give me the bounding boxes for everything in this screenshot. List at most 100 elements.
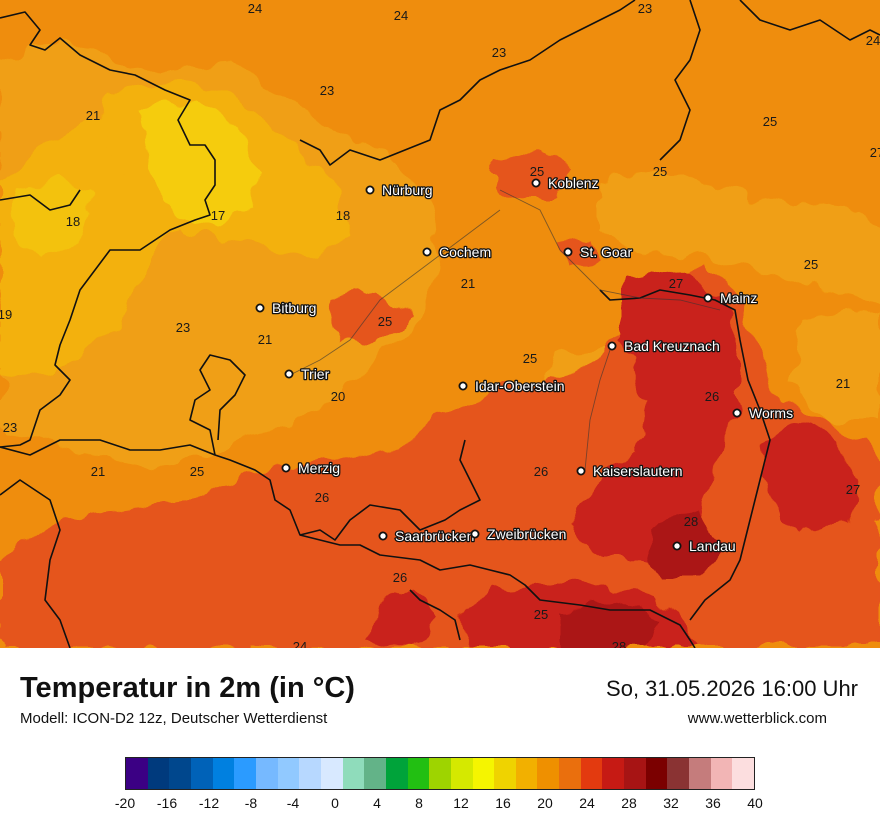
- color-scale-segment: [494, 758, 516, 789]
- city-dot: [563, 247, 573, 257]
- temperature-value-label: 23: [638, 1, 652, 16]
- city-marker: Koblenz: [531, 174, 600, 192]
- temperature-value-label: 24: [248, 1, 262, 16]
- field-27-29: [570, 270, 740, 560]
- field-29-31: [645, 510, 720, 580]
- color-scale-tick-label: -4: [286, 795, 300, 811]
- color-scale-tick-label: -8: [244, 795, 258, 811]
- city-label: Zweibrücken: [487, 526, 566, 542]
- forecast-datetime: So, 31.05.2026 16:00 Uhr: [606, 676, 858, 701]
- temperature-value-label: 26: [315, 490, 329, 505]
- website-link[interactable]: www.wetterblick.com: [687, 710, 827, 727]
- city-dot: [365, 185, 375, 195]
- state-border: [299, 439, 481, 541]
- color-scale-tick-label: 36: [705, 795, 721, 811]
- temperature-value-label: 20: [331, 389, 345, 404]
- state-border: [659, 0, 701, 161]
- field-25-27: [560, 235, 600, 270]
- city-label: Cochem: [439, 244, 491, 260]
- color-scale-tick-label: 12: [453, 795, 469, 811]
- state-border: [189, 354, 246, 456]
- city-marker: Kaiserslautern: [576, 462, 684, 480]
- city-dot: [607, 341, 617, 351]
- city-dot: [576, 466, 586, 476]
- color-scale-segment: [147, 758, 170, 789]
- color-scale-segment: [212, 758, 235, 789]
- temperature-value-label: 26: [705, 389, 719, 404]
- temperature-value-label: 28: [612, 639, 626, 648]
- city-dot: [422, 247, 432, 257]
- color-scale-segment: [255, 758, 278, 789]
- color-scale-segment: [169, 758, 191, 789]
- color-scale-segment: [624, 758, 646, 789]
- color-scale-segment: [190, 758, 213, 789]
- city-label: Bitburg: [272, 300, 316, 316]
- city-dot: [703, 293, 713, 303]
- field-20-22: [790, 310, 880, 420]
- city-label: Mainz: [720, 290, 757, 306]
- temperature-value-label: 25: [190, 464, 204, 479]
- color-scale-segment: [320, 758, 343, 789]
- temperature-value-label: 19: [0, 307, 12, 322]
- state-border: [409, 589, 461, 641]
- model-info: Modell: ICON-D2 12z, Deutscher Wetterdie…: [20, 710, 328, 727]
- national-border: [0, 439, 696, 648]
- city-marker: Idar-Oberstein: [458, 377, 566, 395]
- color-scale-tick-label: 32: [663, 795, 679, 811]
- city-dot: [470, 529, 480, 539]
- color-scale-tick-label: -16: [156, 795, 178, 811]
- color-scale-segment: [299, 758, 321, 789]
- color-scale-tick-label: 16: [495, 795, 511, 811]
- state-border: [739, 0, 880, 41]
- field-20-22: [600, 170, 880, 299]
- rivers: [289, 189, 721, 471]
- temperature-value-label: 23: [3, 420, 17, 435]
- temperature-value-label: 25: [523, 351, 537, 366]
- color-scale-segment: [515, 758, 538, 789]
- city-dot: [732, 408, 742, 418]
- state-border: [599, 289, 771, 621]
- city-label: Nürburg: [382, 182, 433, 198]
- color-scale-segment: [689, 758, 711, 789]
- city-marker: Zweibrücken: [470, 525, 568, 543]
- color-scale-tick-label: 4: [373, 795, 381, 811]
- temperature-value-label: 25: [804, 257, 818, 272]
- color-scale-tick-label: 40: [747, 795, 763, 811]
- temperature-value-label: 25: [653, 164, 667, 179]
- city-label: Landau: [689, 538, 736, 554]
- city-markers: Nürburg Koblenz Cochem St. Goar Bitburg Mainz…: [255, 174, 794, 555]
- city-label: St. Goar: [580, 244, 632, 260]
- field-29-31: [560, 600, 660, 648]
- color-scale-segment: [126, 758, 148, 789]
- temperature-value-label: 18: [336, 208, 350, 223]
- color-scale-tick-label: 0: [331, 795, 339, 811]
- river: [499, 189, 721, 311]
- field-27-29: [370, 590, 440, 648]
- state-border: [0, 479, 71, 648]
- state-border: [299, 0, 636, 166]
- state-border: [0, 189, 81, 211]
- temperature-value-label: 26: [534, 464, 548, 479]
- color-scale-segment: [710, 758, 733, 789]
- temperature-value-label: 27: [669, 276, 683, 291]
- city-marker: Bad Kreuznach: [607, 337, 721, 355]
- temperature-value-label: 24: [394, 8, 408, 23]
- color-scale-tick-label: 28: [621, 795, 637, 811]
- temperature-value-label: 21: [461, 276, 475, 291]
- national-border: [0, 11, 216, 448]
- city-label: Kaiserslautern: [593, 463, 683, 479]
- color-scale-tick-label: 20: [537, 795, 553, 811]
- temperature-value-label: 21: [836, 376, 850, 391]
- city-marker: St. Goar: [563, 243, 634, 261]
- city-marker: Bitburg: [255, 299, 318, 317]
- temperature-value-label: 25: [534, 607, 548, 622]
- color-scale-segment: [645, 758, 668, 789]
- city-marker: Saarbrücken: [378, 527, 476, 545]
- color-scale-tick-label: -12: [198, 795, 220, 811]
- temperature-fields: [0, 0, 880, 648]
- city-label: Saarbrücken: [395, 528, 474, 544]
- color-scale-segment: [277, 758, 300, 789]
- temperature-value-label: 23: [492, 45, 506, 60]
- city-dot: [281, 463, 291, 473]
- color-scale-segment: [450, 758, 473, 789]
